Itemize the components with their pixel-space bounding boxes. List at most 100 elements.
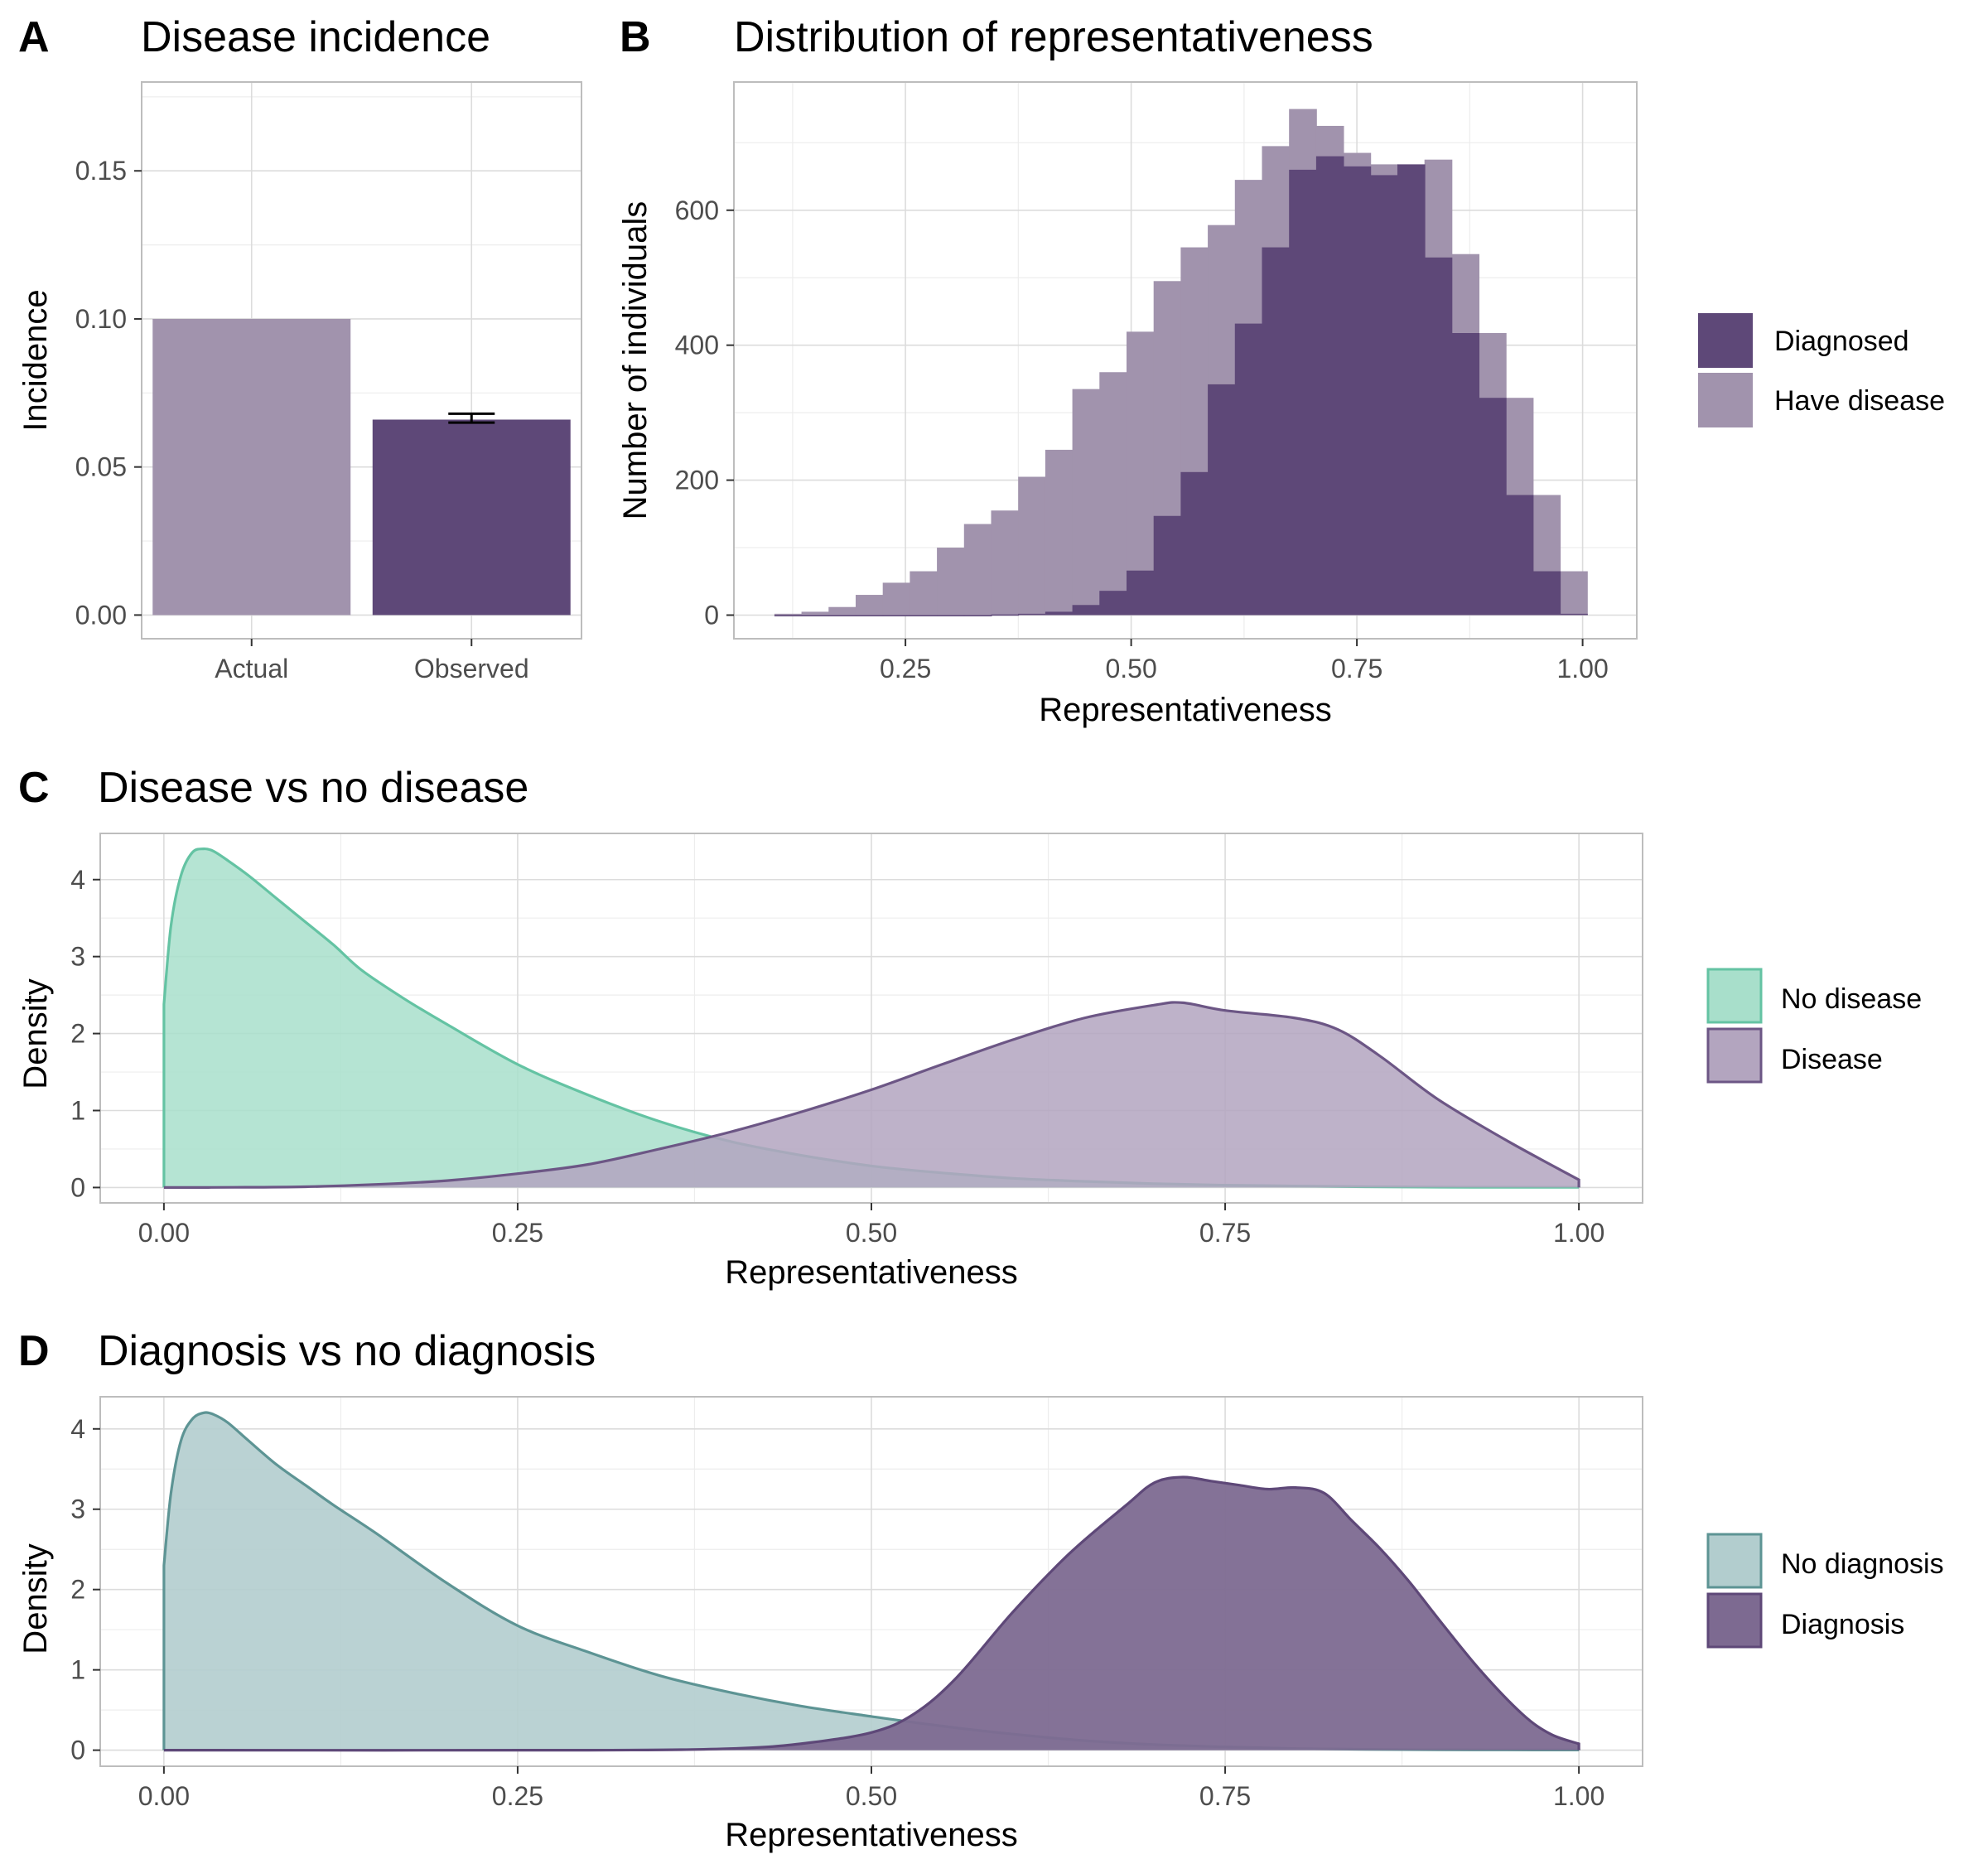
panel-a-errorbar (448, 412, 495, 424)
legend-label-diagnosis: Diagnosis (1781, 1609, 1904, 1640)
x-tick-label: 0.00 (138, 1218, 190, 1248)
panel-b-bars (774, 109, 1588, 616)
histogram-bar (963, 524, 992, 616)
histogram-bar (1479, 398, 1507, 616)
panel-d-title: Diagnosis vs no diagnosis (98, 1327, 596, 1375)
panel-a: A Disease incidence Incidence 0.000.050.… (17, 13, 582, 683)
y-tick-label: 600 (675, 196, 719, 225)
histogram-bar (937, 548, 965, 616)
histogram-bar (1126, 570, 1155, 616)
bar-observed (372, 419, 571, 616)
panel-c-xlabel: Representativeness (725, 1254, 1018, 1291)
legend-key-no-diagnosis (1706, 1533, 1763, 1589)
panel-a-frame (141, 81, 582, 640)
y-tick-label: 3 (70, 942, 85, 972)
legend-key-disease (1706, 1027, 1763, 1084)
panel-d-legend: No diagnosis Diagnosis (1706, 1533, 1944, 1649)
x-tick-label: 1.00 (1553, 1218, 1604, 1248)
panel-a-tag: A (18, 13, 50, 61)
histogram-bar (801, 615, 830, 616)
panel-a-bars (152, 318, 571, 616)
x-tick-label: 1.00 (1553, 1781, 1604, 1811)
panel-c-ylabel: Density (17, 978, 54, 1089)
histogram-bar (1072, 389, 1101, 616)
density-line-disease (163, 1001, 1580, 1189)
histogram-bar (1370, 175, 1398, 616)
x-tick-label: 0.75 (1199, 1781, 1251, 1811)
y-tick-label: 400 (675, 331, 719, 360)
x-tick-label: 0.50 (846, 1218, 897, 1248)
histogram-bar (1315, 156, 1344, 616)
histogram-bar (882, 615, 911, 616)
panel-b-legend: Diagnosed Have disease (1698, 313, 1945, 427)
y-tick-label: 2 (70, 1575, 85, 1605)
histogram-bar (1099, 372, 1127, 616)
panel-d-tag: D (18, 1327, 50, 1375)
panel-d: D Diagnosis vs no diagnosis Density Repr… (17, 1327, 1944, 1853)
histogram-bar (991, 614, 1020, 616)
histogram-bar (1153, 515, 1182, 616)
histogram-bar (828, 606, 856, 616)
x-tick-label: 1.00 (1556, 654, 1608, 683)
histogram-bar (774, 613, 803, 616)
legend-key-diagnosis (1706, 1592, 1763, 1649)
panel-d-ylabel: Density (17, 1543, 54, 1654)
panel-b-xlabel: Representativeness (1039, 692, 1332, 728)
x-tick-label: 0.25 (880, 654, 931, 683)
y-tick-label: 0.10 (75, 304, 127, 334)
histogram-bar (828, 615, 856, 616)
y-tick-label: 1 (70, 1096, 85, 1126)
panel-b-ticks: 0.25 0.50 0.75 1.00 0 200 400 600 (675, 196, 1609, 683)
histogram-bar (1451, 333, 1480, 616)
panel-d-xlabel: Representativeness (725, 1817, 1018, 1853)
y-tick-label: 0.00 (75, 600, 127, 630)
x-tick-label: 0.25 (492, 1218, 543, 1248)
panel-a-title: Disease incidence (141, 13, 490, 61)
histogram-bar (1018, 613, 1046, 616)
legend-label-diagnosed: Diagnosed (1774, 326, 1909, 357)
histogram-bar (855, 595, 884, 616)
x-tick-label: 0.00 (138, 1781, 190, 1811)
histogram-bar (1045, 611, 1074, 616)
panel-c-areas (162, 847, 1580, 1189)
density-line-diagnosis (163, 1475, 1580, 1752)
histogram-bar (910, 571, 939, 616)
panel-a-ylabel: Incidence (17, 289, 54, 431)
x-tick-label: Actual (215, 654, 288, 683)
legend-key-no-disease (1706, 968, 1763, 1024)
density-area-diagnosis (163, 1476, 1580, 1751)
histogram-bar (991, 510, 1020, 616)
y-tick-label: 3 (70, 1495, 85, 1524)
x-tick-label: 0.50 (1105, 654, 1156, 683)
histogram-bar (1262, 247, 1291, 616)
panel-d-areas (162, 1411, 1580, 1752)
y-tick-label: 0 (704, 600, 719, 630)
y-tick-label: 0.15 (75, 156, 127, 186)
legend-key-have-disease (1698, 373, 1753, 427)
density-area-no-diagnosis (163, 1412, 1580, 1751)
histogram-bar (937, 615, 965, 616)
density-area-disease (163, 1002, 1580, 1188)
panel-b-ylabel: Number of individuals (617, 201, 654, 520)
legend-label-no-diagnosis: No diagnosis (1781, 1548, 1944, 1580)
histogram-bar (1343, 166, 1372, 616)
panel-c-ticks: 0.00 0.25 0.50 0.75 1.00 0 1 2 3 4 (70, 865, 1604, 1248)
panel-c-title: Disease vs no disease (98, 764, 528, 812)
y-tick-label: 0 (70, 1172, 85, 1202)
x-tick-label: Observed (414, 654, 529, 683)
x-tick-label: 0.50 (846, 1781, 897, 1811)
y-tick-label: 2 (70, 1019, 85, 1049)
panel-b: B Distribution of representativeness Num… (617, 13, 1945, 728)
histogram-bar (1126, 331, 1155, 616)
panel-c: C Disease vs no disease Density Represen… (17, 764, 1922, 1291)
x-tick-label: 0.75 (1331, 654, 1382, 683)
histogram-bar (774, 615, 803, 616)
histogram-bar (882, 582, 911, 616)
histogram-bar (1560, 571, 1588, 616)
legend-label-have-disease: Have disease (1774, 385, 1945, 417)
histogram-bar (1505, 495, 1534, 616)
density-area-no-disease (163, 848, 1580, 1188)
histogram-bar (1397, 164, 1426, 616)
y-tick-label: 4 (70, 1414, 85, 1444)
